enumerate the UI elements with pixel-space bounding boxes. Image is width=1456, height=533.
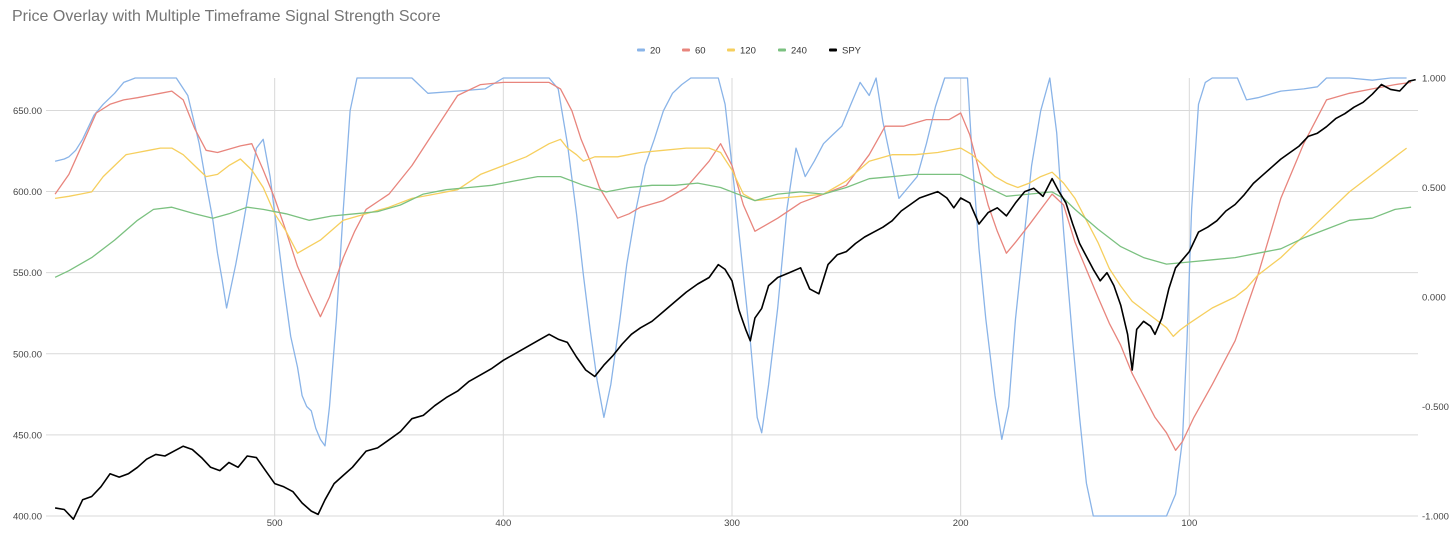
legend-label: 20 — [650, 46, 661, 57]
series-line-spy — [54, 78, 1416, 521]
left-axis-ticks: 400.00 450.00 500.00 550.00 600.00 650.00 — [13, 106, 42, 523]
x-tick-label: 300 — [724, 518, 740, 529]
y-left-tick-label: 550.00 — [13, 268, 42, 279]
series-line-240 — [54, 173, 1412, 278]
legend-label: 60 — [695, 46, 706, 57]
y-left-tick-label: 450.00 — [13, 430, 42, 441]
y-left-tick-label: 500.00 — [13, 349, 42, 360]
right-axis-ticks: -1.000 -0.500 0.000 0.500 1.000 — [1422, 74, 1449, 523]
x-tick-label: 100 — [1181, 518, 1197, 529]
legend-item-60[interactable]: 60 — [682, 46, 706, 57]
legend-label: 240 — [791, 46, 807, 57]
y-right-tick-label: 0.000 — [1422, 293, 1446, 304]
series-lines — [54, 77, 1416, 521]
series-line-60 — [54, 81, 1412, 451]
series-line-120 — [55, 138, 1407, 338]
y-left-tick-label: 600.00 — [13, 187, 42, 198]
x-tick-label: 400 — [495, 518, 511, 529]
legend-swatch — [829, 48, 837, 52]
legend-label: 120 — [740, 46, 756, 57]
y-right-tick-label: 0.500 — [1422, 183, 1446, 194]
legend-item-240[interactable]: 240 — [778, 46, 807, 57]
y-right-tick-label: 1.000 — [1422, 74, 1446, 85]
legend-swatch — [727, 48, 735, 52]
legend: 20 60 120 240 SPY — [637, 46, 862, 57]
y-left-tick-label: 400.00 — [13, 512, 42, 523]
y-right-tick-label: -0.500 — [1422, 402, 1449, 413]
y-left-tick-label: 650.00 — [13, 106, 42, 117]
legend-item-20[interactable]: 20 — [637, 46, 661, 57]
legend-item-120[interactable]: 120 — [727, 46, 756, 57]
chart-title: Price Overlay with Multiple Timeframe Si… — [12, 8, 441, 25]
legend-swatch — [682, 48, 690, 52]
legend-item-spy[interactable]: SPY — [829, 46, 862, 57]
x-axis-ticks: 500 400 300 200 100 — [267, 518, 1198, 529]
legend-swatch — [778, 48, 786, 52]
series-line-20 — [54, 77, 1407, 517]
y-right-tick-label: -1.000 — [1422, 512, 1449, 523]
x-tick-label: 200 — [953, 518, 969, 529]
legend-label: SPY — [842, 46, 862, 57]
legend-swatch — [637, 48, 645, 52]
x-tick-label: 500 — [267, 518, 283, 529]
